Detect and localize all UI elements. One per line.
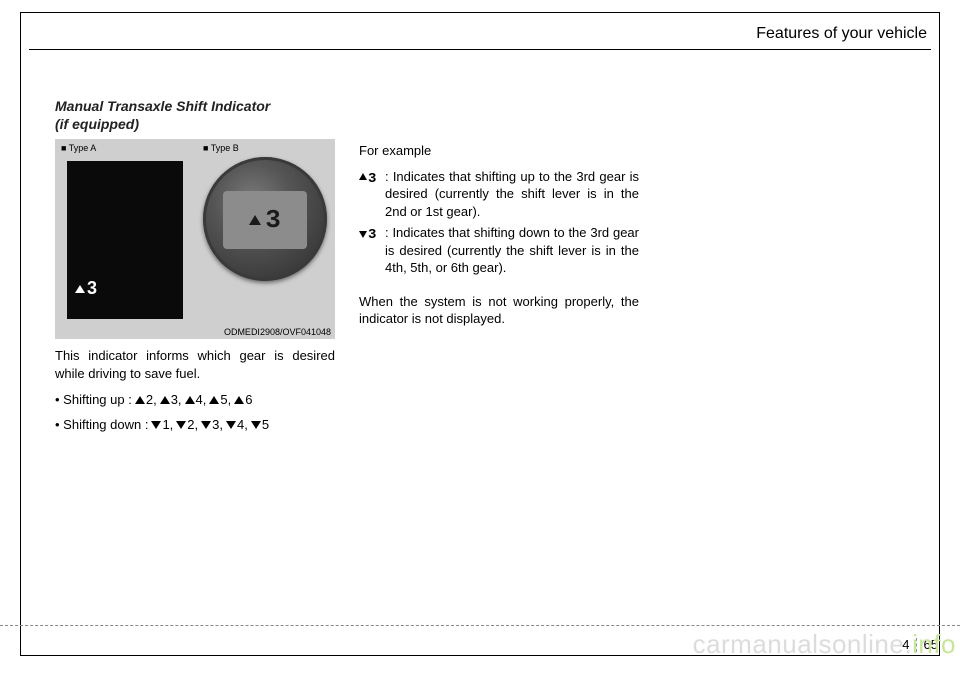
down-arrow-icon bbox=[251, 421, 261, 429]
section-title: Manual Transaxle Shift Indicator (if equ… bbox=[55, 98, 335, 133]
page-frame: Features of your vehicle Manual Transaxl… bbox=[20, 12, 940, 656]
shift-up-v3: 4 bbox=[196, 392, 203, 407]
example-up-row: 3 : Indicates that shifting up to the 3r… bbox=[359, 168, 639, 221]
example-down-digit: 3 bbox=[368, 226, 376, 245]
panel-a-indicator: 3 bbox=[75, 278, 97, 299]
shift-down-v2: 2 bbox=[187, 417, 194, 432]
panel-type-a: 3 bbox=[67, 161, 183, 319]
column-left: Manual Transaxle Shift Indicator (if equ… bbox=[55, 98, 335, 442]
example-down-icon: 3 bbox=[359, 224, 381, 277]
example-down-row: 3 : Indicates that shifting down to the … bbox=[359, 224, 639, 277]
shift-down-v3: 3 bbox=[212, 417, 219, 432]
section-title-line2: (if equipped) bbox=[55, 116, 139, 132]
shift-up-v5: 6 bbox=[245, 392, 252, 407]
content-area: Manual Transaxle Shift Indicator (if equ… bbox=[55, 98, 905, 442]
up-arrow-icon bbox=[75, 285, 85, 293]
gauge-lcd: 3 bbox=[223, 191, 307, 249]
header-title: Features of your vehicle bbox=[756, 25, 927, 43]
down-arrow-icon bbox=[359, 231, 367, 238]
up-arrow-icon bbox=[185, 396, 195, 404]
column-right: For example 3 : Indicates that shifting … bbox=[359, 98, 639, 442]
example-up-icon: 3 bbox=[359, 168, 381, 221]
shift-down-row: • Shifting down : 1, 2, 3, 4, 5 bbox=[55, 417, 335, 432]
shift-up-v2: 3 bbox=[171, 392, 178, 407]
shift-up-row: • Shifting up : 2, 3, 4, 5, 6 bbox=[55, 392, 335, 407]
intro-text: This indicator informs which gear is des… bbox=[55, 347, 335, 382]
up-arrow-icon bbox=[234, 396, 244, 404]
type-a-label: ■ Type A bbox=[61, 143, 96, 153]
up-arrow-icon bbox=[359, 173, 367, 180]
watermark-brand: carmanualsonline. bbox=[693, 629, 913, 659]
shift-down-v5: 5 bbox=[262, 417, 269, 432]
panel-a-value: 3 bbox=[87, 278, 97, 299]
closing-text: When the system is not working properly,… bbox=[359, 293, 639, 328]
shift-up-v4: 5 bbox=[220, 392, 227, 407]
down-arrow-icon bbox=[176, 421, 186, 429]
example-up-text: : Indicates that shifting up to the 3rd … bbox=[385, 168, 639, 221]
header-rule bbox=[29, 49, 931, 50]
figure-caption: ODMEDI2908/OVF041048 bbox=[224, 327, 331, 337]
down-arrow-icon bbox=[226, 421, 236, 429]
shift-up-v1: 2 bbox=[146, 392, 153, 407]
down-arrow-icon bbox=[201, 421, 211, 429]
up-arrow-icon bbox=[135, 396, 145, 404]
up-arrow-icon bbox=[209, 396, 219, 404]
up-arrow-icon bbox=[249, 215, 261, 225]
watermark: carmanualsonline.info bbox=[693, 629, 956, 660]
panel-type-b: 3 bbox=[203, 157, 327, 281]
shift-up-label: • Shifting up : bbox=[55, 392, 132, 407]
example-heading: For example bbox=[359, 142, 639, 160]
panel-b-value: 3 bbox=[265, 205, 281, 235]
gauge-ring: 3 bbox=[203, 157, 327, 281]
footer-dashed-line bbox=[0, 625, 960, 626]
shift-down-v1: 1 bbox=[162, 417, 169, 432]
figure: ■ Type A ■ Type B 3 3 bbox=[55, 139, 335, 339]
down-arrow-icon bbox=[151, 421, 161, 429]
shift-down-v4: 4 bbox=[237, 417, 244, 432]
shift-down-label: • Shifting down : bbox=[55, 417, 148, 432]
section-title-line1: Manual Transaxle Shift Indicator bbox=[55, 98, 270, 114]
example-down-text: : Indicates that shifting down to the 3r… bbox=[385, 224, 639, 277]
watermark-suffix: info bbox=[912, 629, 956, 659]
type-b-label: ■ Type B bbox=[203, 143, 239, 153]
up-arrow-icon bbox=[160, 396, 170, 404]
example-up-digit: 3 bbox=[368, 170, 376, 189]
